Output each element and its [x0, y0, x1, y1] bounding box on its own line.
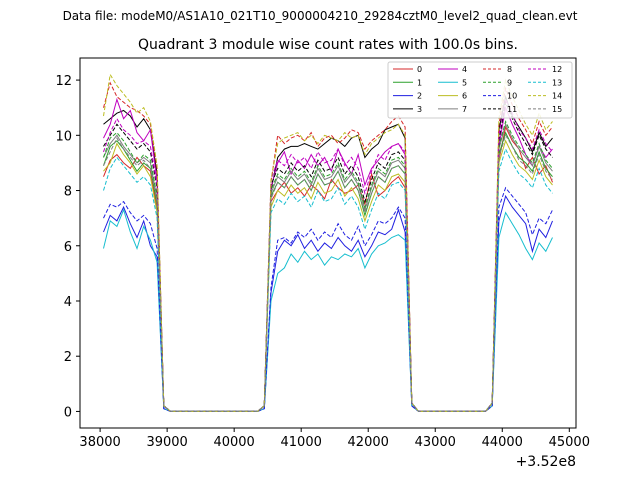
x-tick-label: 45000: [549, 435, 590, 450]
chart-suptitle: Data file: modeM0/AS1A10_021T10_90000042…: [63, 9, 578, 23]
series-lines: [103, 73, 553, 412]
series-line-3: [103, 94, 553, 412]
series-line-5: [103, 208, 553, 412]
x-axis-offset-label: +3.52e8: [516, 454, 576, 470]
legend-label-3: 3: [417, 105, 422, 114]
x-tick-label: 38000: [79, 435, 120, 450]
x-tick-label: 40000: [213, 435, 254, 450]
legend-label-4: 4: [462, 65, 467, 74]
series-line-7: [103, 122, 553, 412]
series-line-15: [103, 134, 553, 412]
series-line-4: [103, 97, 553, 412]
y-tick-label: 12: [55, 74, 72, 89]
legend-label-5: 5: [462, 78, 467, 87]
series-line-1: [103, 131, 553, 412]
series-line-10: [103, 186, 553, 412]
y-tick-label: 10: [55, 129, 72, 144]
x-axis: 38000 39000 40000 41000 42000 43000 44000 45000: [79, 428, 590, 450]
series-line-14: [103, 73, 553, 412]
legend-box: [387, 61, 573, 119]
series-line-12: [103, 97, 553, 412]
plot-frame: [79, 57, 577, 429]
x-tick-label: 39000: [146, 435, 187, 450]
series-line-8: [103, 81, 553, 412]
series-line-6: [103, 139, 553, 412]
legend-label-15: 15: [552, 105, 562, 114]
x-tick-label: 41000: [281, 435, 322, 450]
legend-label-13: 13: [552, 78, 562, 87]
y-tick-label: 8: [64, 185, 72, 200]
y-tick-label: 2: [64, 350, 72, 365]
legend-label-8: 8: [507, 65, 512, 74]
legend-label-14: 14: [552, 92, 562, 101]
legend-label-6: 6: [462, 92, 467, 101]
legend-label-10: 10: [507, 92, 517, 101]
y-tick-label: 0: [64, 405, 72, 420]
x-tick-label: 44000: [482, 435, 523, 450]
y-tick-label: 6: [64, 240, 72, 255]
legend-label-11: 11: [507, 105, 517, 114]
chart-title: Quadrant 3 module wise count rates with …: [138, 37, 518, 53]
x-tick-label: 42000: [348, 435, 389, 450]
legend-label-1: 1: [417, 78, 422, 87]
y-axis: 0 2 4 6 8 10 12: [55, 74, 80, 420]
series-line-2: [103, 194, 553, 412]
legend-label-2: 2: [417, 92, 422, 101]
x-tick-label: 43000: [415, 435, 456, 450]
y-tick-label: 4: [64, 295, 72, 310]
legend-label-9: 9: [507, 78, 512, 87]
series-line-11: [103, 100, 553, 412]
legend-label-7: 7: [462, 105, 467, 114]
legend-label-12: 12: [552, 65, 562, 74]
legend-label-0: 0: [417, 65, 422, 74]
